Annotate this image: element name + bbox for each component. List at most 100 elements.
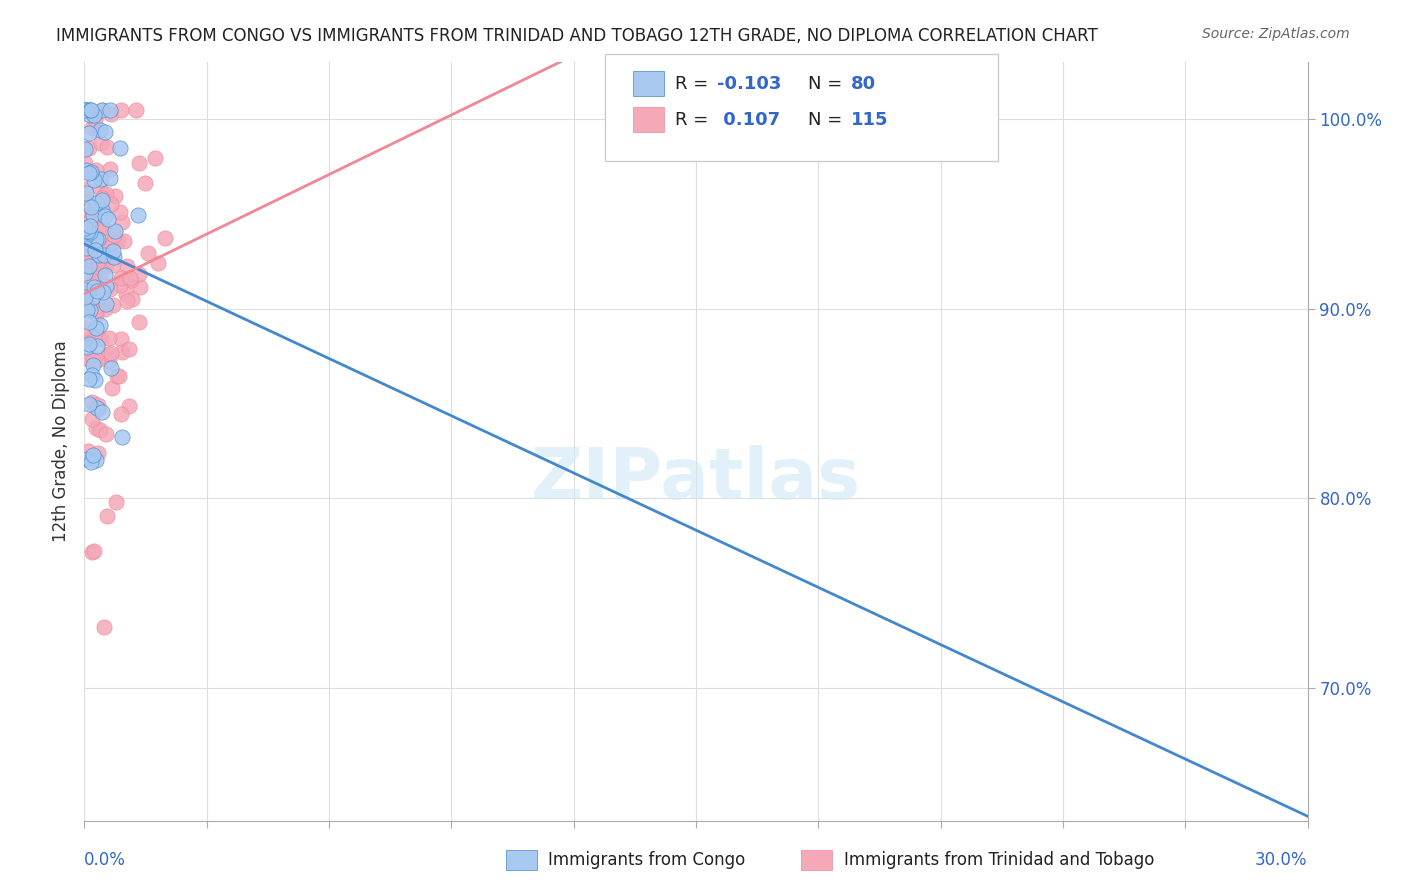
Point <box>89 224 111 238</box>
Point <box>101 244 124 258</box>
Point <box>75 186 97 200</box>
Point <box>91 202 114 217</box>
Point <box>84 373 107 387</box>
Point <box>80 240 103 254</box>
Point <box>75 321 97 335</box>
Point <box>97 354 120 368</box>
Point <box>91 264 114 278</box>
Point <box>91 103 114 117</box>
Point <box>97 241 120 255</box>
Point <box>128 156 150 170</box>
Point <box>80 165 103 179</box>
Point <box>100 249 122 263</box>
Point <box>83 173 105 187</box>
Point <box>153 231 176 245</box>
Point <box>94 426 117 441</box>
Point <box>136 246 159 260</box>
Point <box>91 285 114 300</box>
Point <box>75 283 97 297</box>
Point <box>127 208 149 222</box>
Point <box>80 103 103 117</box>
Point <box>77 372 100 386</box>
Point <box>79 352 101 367</box>
Point <box>111 430 134 444</box>
Point <box>103 228 125 243</box>
Point <box>90 206 112 220</box>
Point <box>108 141 131 155</box>
Point <box>94 268 117 282</box>
Point <box>146 255 169 269</box>
Point <box>97 330 120 344</box>
Point <box>76 303 98 318</box>
Point <box>86 284 108 298</box>
Point <box>103 228 125 243</box>
Point <box>118 342 141 356</box>
Point <box>79 225 101 239</box>
Point <box>79 303 101 318</box>
Point <box>77 332 100 346</box>
Point <box>86 256 108 270</box>
Point <box>84 307 107 321</box>
Point <box>77 337 100 351</box>
Point <box>82 208 104 222</box>
Point <box>86 398 108 412</box>
Point <box>76 194 98 208</box>
Point <box>84 303 107 318</box>
Point <box>75 228 97 243</box>
Point <box>76 103 98 117</box>
Text: 30.0%: 30.0% <box>1256 851 1308 869</box>
Point <box>98 103 121 117</box>
Text: Immigrants from Trinidad and Tobago: Immigrants from Trinidad and Tobago <box>844 851 1154 869</box>
Point <box>115 293 138 308</box>
Point <box>98 170 121 185</box>
Point <box>87 402 110 417</box>
Point <box>110 277 132 292</box>
Point <box>77 223 100 237</box>
Point <box>94 186 117 201</box>
Point <box>86 352 108 367</box>
Point <box>77 260 100 274</box>
Point <box>75 156 97 170</box>
Point <box>104 495 127 509</box>
Point <box>96 139 118 153</box>
Point <box>91 193 114 207</box>
Point <box>73 103 96 117</box>
Point <box>75 182 97 196</box>
Text: IMMIGRANTS FROM CONGO VS IMMIGRANTS FROM TRINIDAD AND TOBAGO 12TH GRADE, NO DIPL: IMMIGRANTS FROM CONGO VS IMMIGRANTS FROM… <box>56 27 1098 45</box>
Point <box>84 301 107 316</box>
Point <box>100 346 122 360</box>
Point <box>128 315 150 329</box>
Point <box>101 298 124 312</box>
Point <box>75 228 97 243</box>
Point <box>114 286 136 301</box>
Text: 80: 80 <box>851 75 876 93</box>
Point <box>73 103 96 117</box>
Point <box>77 166 100 180</box>
Text: Source: ZipAtlas.com: Source: ZipAtlas.com <box>1202 27 1350 41</box>
Point <box>84 113 107 128</box>
Point <box>120 273 142 287</box>
Point <box>100 361 122 376</box>
Point <box>80 201 103 215</box>
Point <box>86 244 108 258</box>
Point <box>82 209 104 223</box>
Point <box>76 451 98 466</box>
Point <box>83 267 105 281</box>
Text: 0.0%: 0.0% <box>84 851 127 869</box>
Point <box>80 455 103 469</box>
Point <box>77 284 100 298</box>
Point <box>110 407 132 421</box>
Point <box>94 209 117 223</box>
Point <box>76 244 98 258</box>
Point <box>110 332 132 346</box>
Point <box>82 263 104 277</box>
Point <box>97 212 120 227</box>
Point <box>110 205 132 219</box>
Point <box>115 259 138 273</box>
Point <box>79 108 101 122</box>
Point <box>83 242 105 256</box>
Point <box>79 103 101 117</box>
Point <box>94 259 117 273</box>
Point <box>89 123 111 137</box>
Point <box>86 321 108 335</box>
